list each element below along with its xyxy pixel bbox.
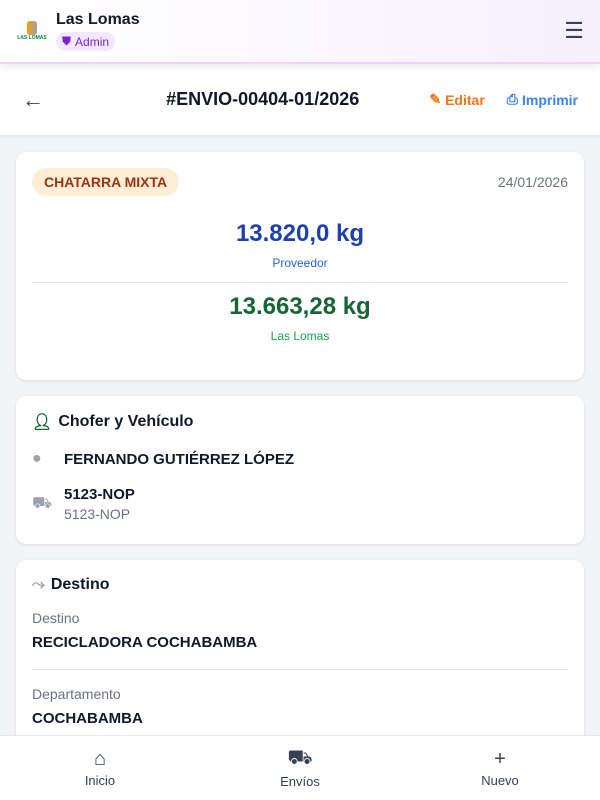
material-badge: CHATARRA MIXTA: [32, 168, 180, 196]
top-bar: LAS LOMAS Las Lomas ⛊ Admin ☰: [0, 0, 600, 64]
home-icon: ⌂: [93, 748, 107, 770]
logo: LAS LOMAS: [16, 15, 48, 47]
section-title: Chofer y Vehículo: [58, 413, 194, 430]
nav-shipments[interactable]: ⛟ Envíos: [280, 747, 320, 789]
summary-card: CHATARRA MIXTA 24/01/2026 13.820,0 kg Pr…: [16, 152, 584, 380]
vehicle-plate: 5123-NOP: [64, 486, 135, 503]
truck-icon: ⛟: [32, 495, 53, 512]
driver-card: 👤︎ Chofer y Vehículo ● FERNANDO GUTIÉRREZ …: [16, 396, 584, 544]
shield-icon: ⛊: [62, 34, 72, 48]
brand-name: Las Lomas: [56, 11, 140, 28]
provider-weight: 13.820,0 kg: [235, 220, 365, 247]
route-icon: ⤳: [32, 576, 45, 593]
provider-label: Proveedor: [272, 256, 328, 270]
company-weight: 13.663,28 kg: [229, 293, 371, 320]
edit-icon: ✎: [429, 91, 442, 107]
printer-icon: ⎙: [506, 91, 518, 107]
nav-new[interactable]: + Nuevo: [481, 748, 519, 788]
company-label: Las Lomas: [270, 329, 330, 343]
nav-home[interactable]: ⌂ Inicio: [84, 748, 116, 788]
page-title: #ENVIO-00404-01/2026: [166, 89, 360, 109]
vehicle-plate-sub: 5123-NOP: [64, 506, 131, 522]
department-value: COCHABAMBA: [32, 710, 143, 727]
person-icon: ●: [32, 450, 42, 467]
department-label: Departamento: [32, 686, 121, 702]
shipment-date: 24/01/2026: [497, 174, 568, 190]
print-button[interactable]: ⎙ Imprimir: [506, 91, 578, 108]
role-badge: ⛊ Admin: [56, 32, 116, 51]
driver-icon: 👤︎: [32, 414, 53, 431]
page-header: ← #ENVIO-00404-01/2026 ✎ Editar ⎙ Imprimir: [0, 64, 600, 136]
back-arrow-icon[interactable]: ←: [22, 86, 44, 112]
edit-button[interactable]: ✎ Editar: [429, 91, 485, 108]
truck-icon: ⛟: [287, 747, 313, 769]
section-title: Destino: [50, 576, 110, 593]
destination-label: Destino: [32, 610, 80, 626]
destination-value: RECICLADORA COCHABAMBA: [32, 634, 258, 651]
hamburger-menu-icon[interactable]: ☰: [564, 18, 584, 43]
destination-card: ⤳ Destino Destino RECICLADORA COCHABAMBA …: [16, 560, 584, 760]
plus-icon: +: [494, 748, 506, 770]
bottom-nav: ⌂ Inicio ⛟ Envíos + Nuevo: [0, 735, 600, 800]
driver-name: FERNANDO GUTIÉRREZ LÓPEZ: [64, 450, 295, 468]
